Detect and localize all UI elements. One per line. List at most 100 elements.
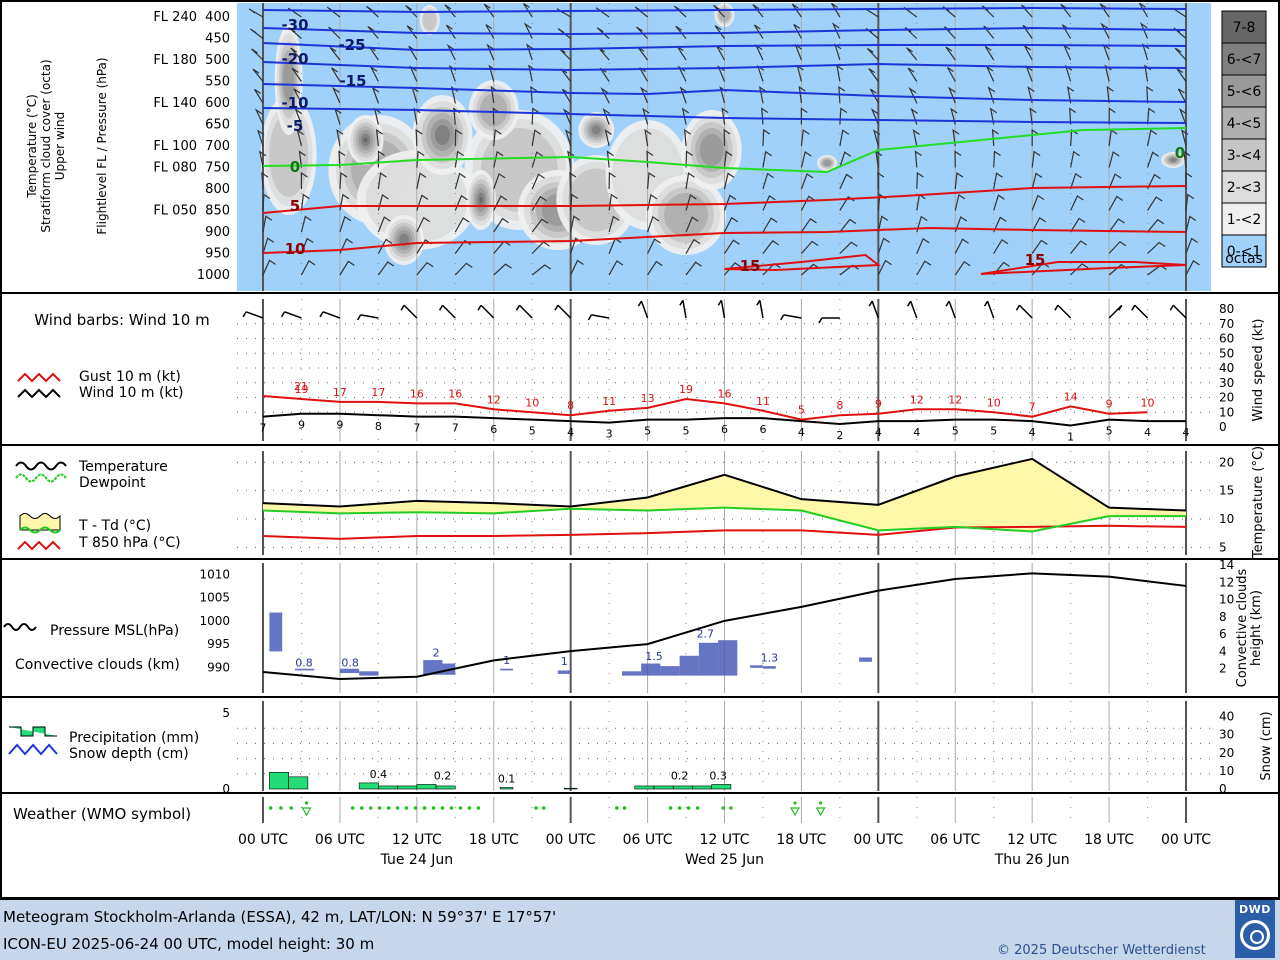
upper-wind-barb	[873, 129, 881, 147]
gust-value-label: 7	[1029, 401, 1036, 414]
upper-wind-barb	[989, 107, 998, 125]
upper-wind-barb	[259, 150, 267, 168]
cloud-patch	[699, 134, 724, 166]
rain-dot-symbol	[440, 806, 445, 810]
upper-wind-barb	[1138, 3, 1149, 18]
upper-wind-barb	[838, 85, 846, 104]
legend-swatch-label: 2-<3	[1227, 180, 1262, 196]
upper-wind-barb	[406, 25, 418, 39]
upper-wind-barb	[606, 150, 614, 168]
isotherm-label: 0	[290, 158, 300, 176]
precip-value-label: 0.2	[671, 770, 689, 783]
upper-wind-barb	[916, 215, 928, 233]
isotherm-label: 0	[1175, 144, 1185, 162]
temperature-legend-symbol	[15, 461, 67, 471]
upper-wind-barb	[530, 85, 538, 104]
surface-wind-barb	[756, 299, 764, 319]
weather-grid	[262, 797, 1187, 823]
surface-wind-barb	[637, 300, 649, 319]
upper-wind-barb	[1031, 194, 1045, 211]
upper-wind-barb	[416, 150, 425, 168]
upper-wind-barb	[683, 128, 691, 147]
upper-wind-barb	[762, 128, 771, 147]
precipitation-grid	[237, 701, 1211, 791]
precip-legend-label: Precipitation (mm)	[69, 730, 199, 746]
weather-panel: Weather (WMO symbol)	[13, 797, 1187, 823]
upper-wind-barb	[681, 107, 690, 125]
upper-wind-barb	[454, 128, 463, 147]
spread-legend-symbol	[19, 513, 61, 531]
cloud-patch	[591, 125, 601, 135]
convective-bar	[339, 668, 360, 674]
isotherm-line	[262, 83, 1187, 103]
legend-swatch	[1221, 234, 1267, 268]
upper-wind-barb	[950, 107, 958, 125]
upper-wind-barb	[1147, 196, 1163, 211]
convective-bar	[660, 666, 680, 676]
t850-legend-label: T 850 hPa (°C)	[78, 535, 181, 551]
upper-wind-barb	[677, 65, 687, 82]
wind-value-label: 4	[1183, 426, 1190, 439]
upper-wind-barb	[636, 26, 649, 39]
convective-value-label: 2.7	[697, 627, 715, 640]
upper-wind-barb	[1185, 237, 1198, 254]
upper-wind-barb	[945, 46, 956, 61]
temperature-legend-label: Temperature	[78, 459, 168, 475]
upper-wind-barb	[800, 150, 812, 168]
pressure-legend-label: Pressure MSL(hPa)	[50, 623, 179, 639]
upper-wind-barb	[916, 260, 932, 276]
rain-dot-symbol	[350, 806, 355, 810]
gust-value-label: 16	[448, 387, 462, 400]
upper-wind-barb	[371, 86, 380, 104]
upper-wind-barb	[1070, 240, 1088, 254]
upper-wind-barb	[877, 259, 892, 276]
isotherm-label: 15	[740, 257, 761, 275]
upper-wind-barb	[1146, 129, 1158, 147]
upper-wind-barb	[252, 68, 264, 82]
wind-value-label: 7	[452, 422, 459, 435]
pressure-level-label: 450	[205, 32, 230, 47]
rain-dot-symbol	[458, 806, 463, 810]
upper-wind-barb	[762, 240, 780, 254]
temperature-axis-tick: 20	[1219, 455, 1234, 469]
upper-wind-barb	[1108, 173, 1122, 190]
pressure-panel: 0.8 0.8 2 1 1 1.5 2.7 1.3 1010 1005 1000 995 990 14 1…	[3, 558, 1264, 693]
upper-wind-barb	[798, 85, 806, 104]
upper-wind-barb	[877, 237, 890, 254]
surface-wind-barb	[945, 300, 956, 319]
pressure-line	[262, 572, 1187, 681]
t850-legend-symbol	[17, 540, 61, 551]
surface-wind-barb	[780, 314, 802, 321]
upper-wind-barb	[831, 3, 841, 18]
precipitation-bar	[288, 776, 309, 790]
surface-wind-barb	[587, 314, 610, 321]
upper-wind-barb	[262, 237, 275, 254]
upper-wind-barb	[377, 172, 387, 190]
rain-dot-symbol	[404, 806, 409, 810]
time-tick-label: 18 UTC	[469, 832, 519, 848]
wind-value-label: 6	[490, 423, 497, 436]
gust-value-label: 11	[602, 395, 616, 408]
convective-bar	[295, 668, 315, 671]
isotherm-label: 5	[290, 197, 300, 215]
upper-wind-barb	[570, 215, 581, 233]
upper-wind-barb	[1108, 240, 1127, 254]
upper-wind-barb	[1064, 64, 1073, 82]
upper-wind-barb	[375, 128, 383, 147]
legend-swatch-label: 7-8	[1233, 20, 1256, 36]
cloud-patch	[363, 137, 368, 143]
legend-swatch	[1221, 10, 1267, 44]
upper-wind-barb	[339, 171, 348, 190]
precip-value-label: 0.2	[434, 770, 452, 783]
precipitation-bars: 0.4 0.2 0.1 0.2 0.3	[269, 768, 732, 790]
flight-level-label: FL 080	[153, 161, 197, 176]
shower-symbol	[815, 807, 826, 817]
temperature-axis-ticks: 20 15 10 5	[1219, 455, 1234, 554]
upper-wind-barb	[1070, 172, 1082, 190]
convective-axis-tick: 2	[1219, 662, 1227, 676]
upper-wind-barb	[1060, 3, 1072, 18]
upper-wind-barb	[1031, 150, 1041, 168]
upper-wind-barb	[531, 218, 549, 233]
upper-wind-barb	[454, 150, 464, 168]
upper-wind-barb	[1178, 108, 1187, 125]
